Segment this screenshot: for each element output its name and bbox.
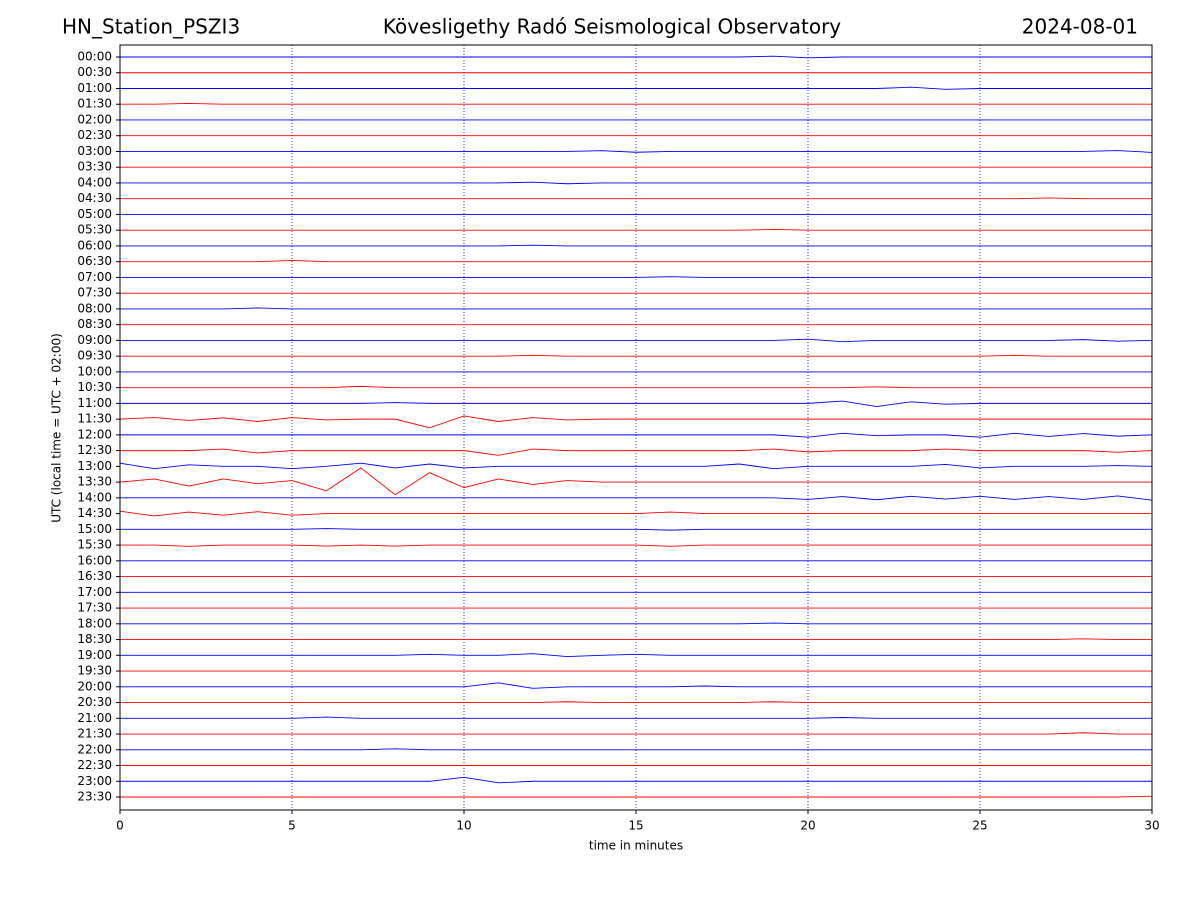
trace (120, 102, 1152, 105)
y-tick-label: 06:30 (77, 254, 112, 268)
y-tick-label: 09:30 (77, 349, 112, 363)
y-tick-label: 03:30 (77, 160, 112, 174)
x-tick-label: 15 (628, 819, 643, 833)
y-tick-label: 17:00 (77, 585, 112, 599)
y-axis-label: UTC (local time = UTC + 02:00) (50, 333, 64, 523)
y-tick-label: 00:30 (77, 65, 112, 79)
trace (120, 622, 1152, 625)
x-tick-label: 10 (456, 819, 471, 833)
trace (120, 55, 1152, 59)
trace (119, 467, 1152, 496)
trace (120, 544, 1152, 547)
y-tick-label: 09:00 (77, 333, 112, 347)
x-tick-label: 30 (1144, 819, 1159, 833)
trace (120, 795, 1153, 798)
trace (120, 385, 1152, 389)
y-tick-label: 21:00 (77, 711, 112, 725)
trace (120, 181, 1152, 185)
trace (120, 716, 1152, 719)
trace (120, 228, 1152, 231)
y-tick-label: 04:00 (77, 175, 112, 189)
y-tick-label: 19:00 (77, 648, 112, 662)
y-tick-label: 01:00 (77, 81, 112, 95)
y-tick-label: 23:00 (77, 774, 112, 788)
trace (120, 400, 1152, 407)
trace (120, 432, 1153, 438)
y-tick-label: 02:00 (77, 112, 112, 126)
x-tick-label: 25 (972, 819, 987, 833)
y-tick-label: 15:30 (77, 538, 112, 552)
y-tick-label: 12:00 (77, 427, 112, 441)
y-tick-label: 13:30 (77, 475, 112, 489)
trace (119, 462, 1153, 470)
trace (120, 338, 1153, 343)
trace (120, 748, 1152, 751)
trace (120, 653, 1152, 658)
y-tick-label: 22:30 (77, 758, 112, 772)
trace (120, 86, 1152, 90)
y-tick-label: 22:00 (77, 742, 112, 756)
trace (120, 448, 1153, 456)
y-tick-label: 18:30 (77, 632, 112, 646)
y-tick-label: 18:00 (77, 616, 112, 630)
trace (120, 150, 1153, 153)
trace (120, 244, 1152, 247)
x-axis-label: time in minutes (589, 839, 683, 853)
trace (120, 638, 1152, 640)
y-tick-label: 04:30 (77, 191, 112, 205)
trace (120, 259, 1152, 263)
y-tick-label: 08:00 (77, 301, 112, 315)
y-tick-label: 01:30 (77, 97, 112, 111)
y-tick-label: 20:30 (77, 695, 112, 709)
trace (120, 701, 1152, 703)
y-tick-label: 15:00 (77, 522, 112, 536)
y-tick-label: 17:30 (77, 601, 112, 615)
trace (120, 354, 1152, 357)
y-tick-label: 08:30 (77, 317, 112, 331)
trace (120, 276, 1152, 278)
y-tick-label: 07:30 (77, 286, 112, 300)
y-tick-label: 11:30 (77, 412, 112, 426)
y-tick-label: 05:30 (77, 223, 112, 237)
trace (120, 307, 1152, 310)
y-tick-label: 16:00 (77, 553, 112, 567)
trace (119, 415, 1152, 429)
x-tick-label: 20 (800, 819, 815, 833)
x-tick-label: 5 (288, 819, 296, 833)
trace (120, 732, 1152, 735)
y-tick-label: 05:00 (77, 207, 112, 221)
trace (120, 682, 1152, 689)
y-tick-label: 06:00 (77, 238, 112, 252)
y-tick-label: 23:30 (77, 790, 112, 804)
station-label: HN_Station_PSZI3 (62, 15, 240, 39)
y-tick-label: 10:00 (77, 364, 112, 378)
trace (120, 197, 1152, 200)
y-tick-label: 14:30 (77, 506, 112, 520)
y-tick-label: 10:30 (77, 380, 112, 394)
x-tick-label: 0 (116, 819, 124, 833)
y-tick-label: 00:00 (77, 50, 112, 64)
y-tick-label: 16:30 (77, 569, 112, 583)
y-tick-label: 07:00 (77, 270, 112, 284)
y-tick-label: 12:30 (77, 443, 112, 457)
y-tick-label: 20:00 (77, 679, 112, 693)
y-tick-label: 19:30 (77, 664, 112, 678)
date-label: 2024-08-01 (1022, 15, 1138, 39)
trace (120, 776, 1152, 784)
y-tick-label: 03:00 (77, 144, 112, 158)
y-tick-label: 14:00 (77, 490, 112, 504)
y-tick-label: 02:30 (77, 128, 112, 142)
plot-frame (119, 44, 1153, 811)
y-tick-label: 13:00 (77, 459, 112, 473)
trace (120, 528, 1152, 531)
y-tick-label: 11:00 (77, 396, 112, 410)
trace (119, 510, 1152, 517)
trace (120, 495, 1153, 501)
y-tick-label: 21:30 (77, 727, 112, 741)
chart-title: Kövesligethy Radó Seismological Observat… (383, 15, 841, 39)
